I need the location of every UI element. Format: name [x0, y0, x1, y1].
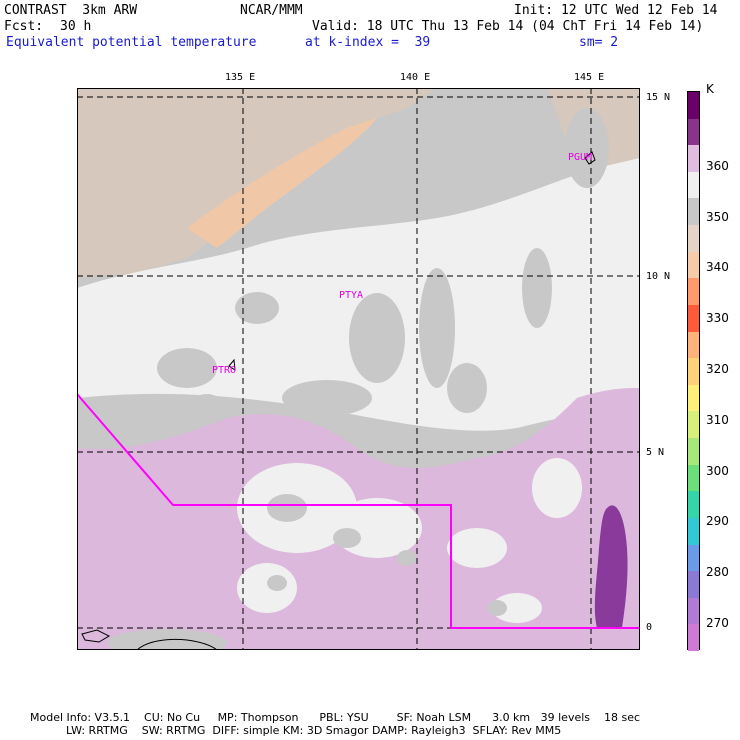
field-370-plus-plume	[594, 505, 628, 628]
colorbar-segment	[688, 517, 699, 545]
map-frame	[77, 88, 640, 650]
colorbar-segment	[688, 384, 699, 412]
smoothing-label: sm= 2	[579, 35, 619, 50]
colorbar-unit: K	[706, 82, 714, 96]
level-label: at k-index = 39	[305, 35, 431, 50]
colorbar-segment	[688, 92, 699, 120]
papua-islet	[81, 629, 111, 643]
colorbar-segment	[688, 198, 699, 226]
colorbar-segment	[688, 145, 699, 173]
lat-label-10n: 10 N	[646, 271, 671, 282]
colorbar-segment	[688, 597, 699, 625]
colorbar-tick-label: 340	[706, 260, 729, 275]
colorbar-tick-label: 300	[706, 463, 729, 478]
colorbar-segment	[688, 225, 699, 253]
palau-outline	[228, 358, 236, 372]
graticule	[77, 88, 640, 650]
field-340-streak	[187, 118, 377, 248]
colorbar-tick-label: 290	[706, 514, 729, 529]
colorbar-tick-label: 350	[706, 209, 729, 224]
colorbar-segment	[688, 571, 699, 599]
station-pgum[interactable]: PGUM	[568, 152, 593, 163]
lat-label-5n: 5 N	[646, 447, 665, 458]
colorbar-segment	[688, 251, 699, 279]
colorbar-segment	[688, 411, 699, 439]
region-boundary	[77, 393, 640, 629]
colorbar-segment	[688, 304, 699, 333]
colorbar-tick-label: 360	[706, 158, 729, 173]
org-label: NCAR/MMM	[240, 3, 303, 18]
lon-label-140: 140 E	[400, 72, 431, 83]
model-info-line2: LW: RRTMG SW: RRTMG DIFF: simple KM: 3D …	[66, 724, 562, 737]
colorbar-segment	[688, 278, 699, 306]
colorbar-tick-label: 280	[706, 565, 729, 580]
field-name: Equivalent potential temperature	[6, 35, 257, 50]
colorbar-segment	[688, 491, 699, 519]
forecast-label: Fcst:	[4, 19, 44, 34]
papua-coast	[136, 638, 218, 650]
model-title: CONTRAST 3km ARW	[4, 3, 138, 18]
colorbar-segment	[688, 544, 699, 572]
lon-label-135: 135 E	[225, 72, 256, 83]
colorbar-segment	[688, 358, 699, 386]
lat-label-equator: 0	[646, 622, 653, 633]
lat-label-15n: 15 N	[646, 92, 671, 103]
colorbar	[687, 91, 700, 652]
colorbar-segment	[688, 438, 699, 466]
model-info-line1: Model Info: V3.5.1 CU: No Cu MP: Thompso…	[30, 711, 641, 724]
colorbar-tick-label: 270	[706, 616, 729, 630]
station-ptro[interactable]: PTRO	[212, 365, 237, 376]
colorbar-tick-label: 320	[706, 362, 729, 376]
field-350-blobs	[112, 108, 609, 433]
colorbar-segment	[688, 171, 699, 199]
map-panel[interactable]	[77, 88, 640, 650]
colorbar-segment	[688, 118, 699, 146]
lon-label-145: 145 E	[574, 72, 605, 83]
forecast-hour: 30 h	[60, 19, 92, 34]
guam-outline	[584, 151, 596, 165]
colorbar-segment	[688, 464, 699, 492]
valid-time: Valid: 18 UTC Thu 13 Feb 14 (04 ChT Fri …	[312, 19, 704, 34]
init-time: Init: 12 UTC Wed 12 Feb 14	[514, 3, 718, 18]
colorbar-tick-label: 310	[706, 412, 729, 427]
field-360-middle	[77, 158, 640, 431]
colorbar-segment	[688, 331, 699, 359]
colorbar-segment	[688, 624, 699, 652]
colorbar-tick-label: 330	[706, 311, 729, 326]
station-ptya[interactable]: PTYA	[339, 290, 364, 301]
